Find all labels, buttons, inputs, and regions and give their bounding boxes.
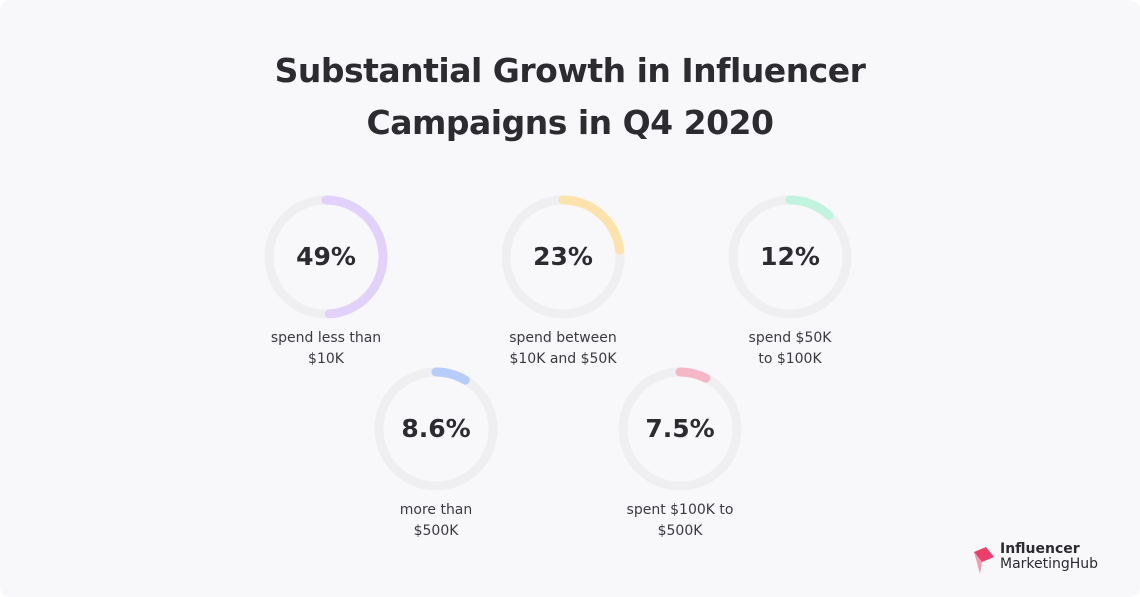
logo-wordmark: Influencer MarketingHub <box>1000 542 1098 572</box>
caption-line-2: $10K <box>308 351 344 367</box>
influencer-marketing-hub-logo-icon <box>974 547 994 574</box>
ring-arc-8-6 <box>374 367 498 491</box>
ring-arc-12 <box>728 195 852 319</box>
percent-value: 8.6% <box>401 414 471 443</box>
chart-title: Substantial Growth in Influencer Campaig… <box>0 45 1140 149</box>
percent-value: 7.5% <box>645 414 715 443</box>
stat-caption: spent $100K to $500K <box>577 500 783 542</box>
caption-line-2: $500K <box>657 523 703 539</box>
donut-ring <box>727 194 853 320</box>
stat-caption: more than $500K <box>333 500 539 542</box>
percent-value: 49% <box>296 242 356 271</box>
percent-value: 23% <box>533 242 593 271</box>
caption-line-1: spend less than <box>270 330 382 346</box>
ring-arc-23 <box>501 195 625 319</box>
ring-arc-7-5 <box>618 367 742 491</box>
caption-line-2: to $100K <box>758 351 822 367</box>
ring-arc-49 <box>264 195 388 319</box>
logo-line-1: Influencer <box>1000 541 1080 557</box>
title-line-1: Substantial Growth in Influencer <box>274 51 866 90</box>
stat-caption: spend $50K to $100K <box>687 328 893 370</box>
donut-ring <box>617 366 743 492</box>
caption-line-1: more than <box>399 502 473 518</box>
brand-logo: Influencer MarketingHub <box>972 540 1132 580</box>
caption-line-1: spend $50K <box>748 330 832 346</box>
title-line-2: Campaigns in Q4 2020 <box>366 103 774 142</box>
stat-caption: spend between $10K and $50K <box>460 328 666 370</box>
donut-ring <box>263 194 389 320</box>
stat-caption: spend less than $10K <box>223 328 429 370</box>
caption-line-2: $10K and $50K <box>509 351 617 367</box>
percent-value: 12% <box>760 242 820 271</box>
donut-ring <box>373 366 499 492</box>
caption-line-1: spent $100K to <box>626 502 734 518</box>
logo-line-2: MarketingHub <box>1000 556 1099 572</box>
caption-line-2: $500K <box>413 523 459 539</box>
caption-line-1: spend between <box>509 330 617 346</box>
donut-ring <box>500 194 626 320</box>
